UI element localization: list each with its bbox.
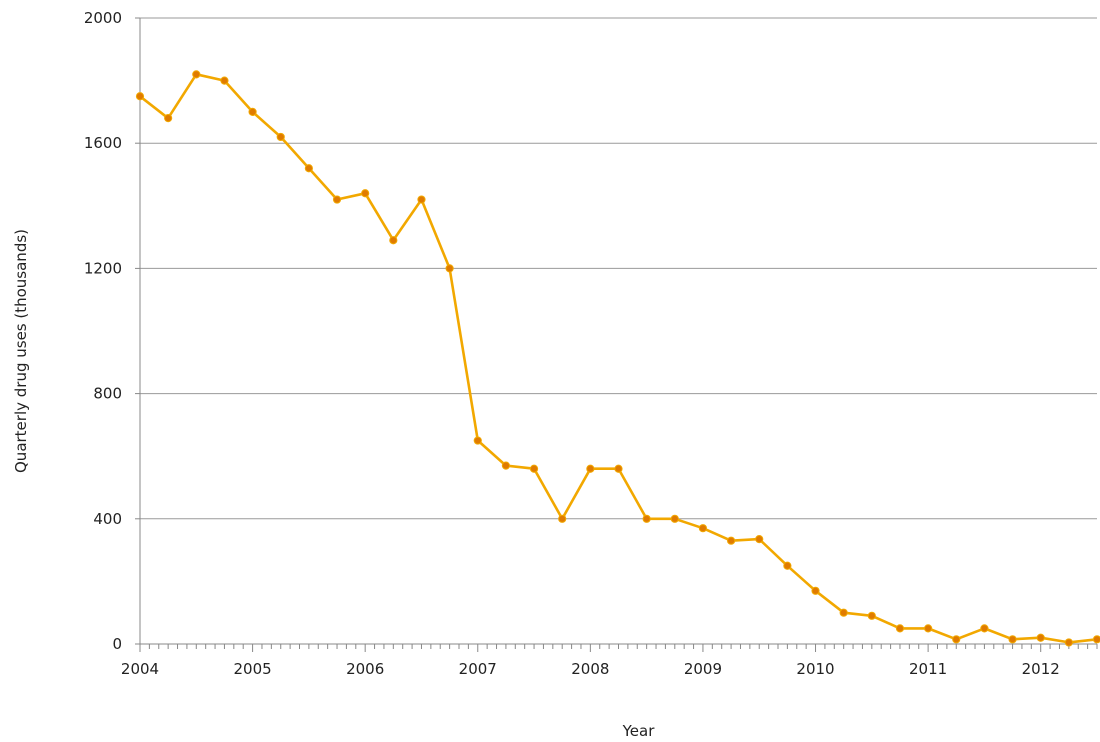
x-tick-label: 2004 xyxy=(121,660,159,678)
data-point xyxy=(867,611,876,620)
data-point xyxy=(473,436,482,445)
x-tick-label: 2005 xyxy=(233,660,271,678)
x-tick-label: 2008 xyxy=(571,660,609,678)
series-layer xyxy=(135,70,1100,647)
data-point xyxy=(1036,633,1045,642)
x-axis-title: Year xyxy=(622,722,656,740)
y-tick-label: 1600 xyxy=(84,134,122,152)
data-point xyxy=(361,189,370,198)
x-tick-label: 2007 xyxy=(459,660,497,678)
data-point xyxy=(670,514,679,523)
y-tick-label: 800 xyxy=(93,385,122,403)
data-point xyxy=(389,236,398,245)
axes xyxy=(135,17,1098,652)
x-tick-label: 2010 xyxy=(796,660,834,678)
data-point xyxy=(1008,635,1017,644)
series-line xyxy=(139,73,1098,644)
gridlines xyxy=(140,17,1097,645)
data-point xyxy=(135,92,145,101)
data-point xyxy=(1092,635,1100,644)
data-point xyxy=(501,461,511,470)
x-tick-label: 2011 xyxy=(909,660,947,678)
data-point xyxy=(558,514,567,523)
data-point xyxy=(755,535,764,544)
x-tick-label: 2009 xyxy=(684,660,722,678)
data-point xyxy=(220,76,229,85)
data-point xyxy=(332,195,342,204)
y-axis-title: Quarterly drug uses (thousands) xyxy=(12,229,30,473)
data-point xyxy=(529,464,539,473)
data-point xyxy=(811,586,820,595)
x-tick-label: 2006 xyxy=(346,660,384,678)
data-point xyxy=(445,264,454,273)
data-point xyxy=(980,624,989,633)
data-point xyxy=(924,624,933,633)
data-point xyxy=(192,70,201,79)
data-point xyxy=(248,107,257,117)
data-point xyxy=(698,524,708,533)
tick-labels: 0 400 800 1200 1600 2000 2004 2005 2006 2007 2008 2… xyxy=(84,9,1060,678)
x-tick-label: 2012 xyxy=(1022,660,1060,678)
y-tick-label: 1200 xyxy=(84,259,122,277)
data-point xyxy=(614,464,623,473)
data-point xyxy=(417,195,426,204)
y-tick-label: 2000 xyxy=(84,9,122,27)
data-point xyxy=(1064,638,1073,647)
data-point xyxy=(952,635,961,644)
data-point xyxy=(783,561,792,570)
data-point xyxy=(839,608,848,617)
y-tick-label: 0 xyxy=(112,635,122,653)
data-point xyxy=(642,514,651,523)
data-point xyxy=(164,114,173,123)
data-point xyxy=(895,624,905,633)
data-point xyxy=(726,536,736,545)
data-point xyxy=(304,164,313,173)
data-point xyxy=(586,464,595,473)
y-tick-label: 400 xyxy=(93,510,122,528)
data-point xyxy=(276,132,285,142)
